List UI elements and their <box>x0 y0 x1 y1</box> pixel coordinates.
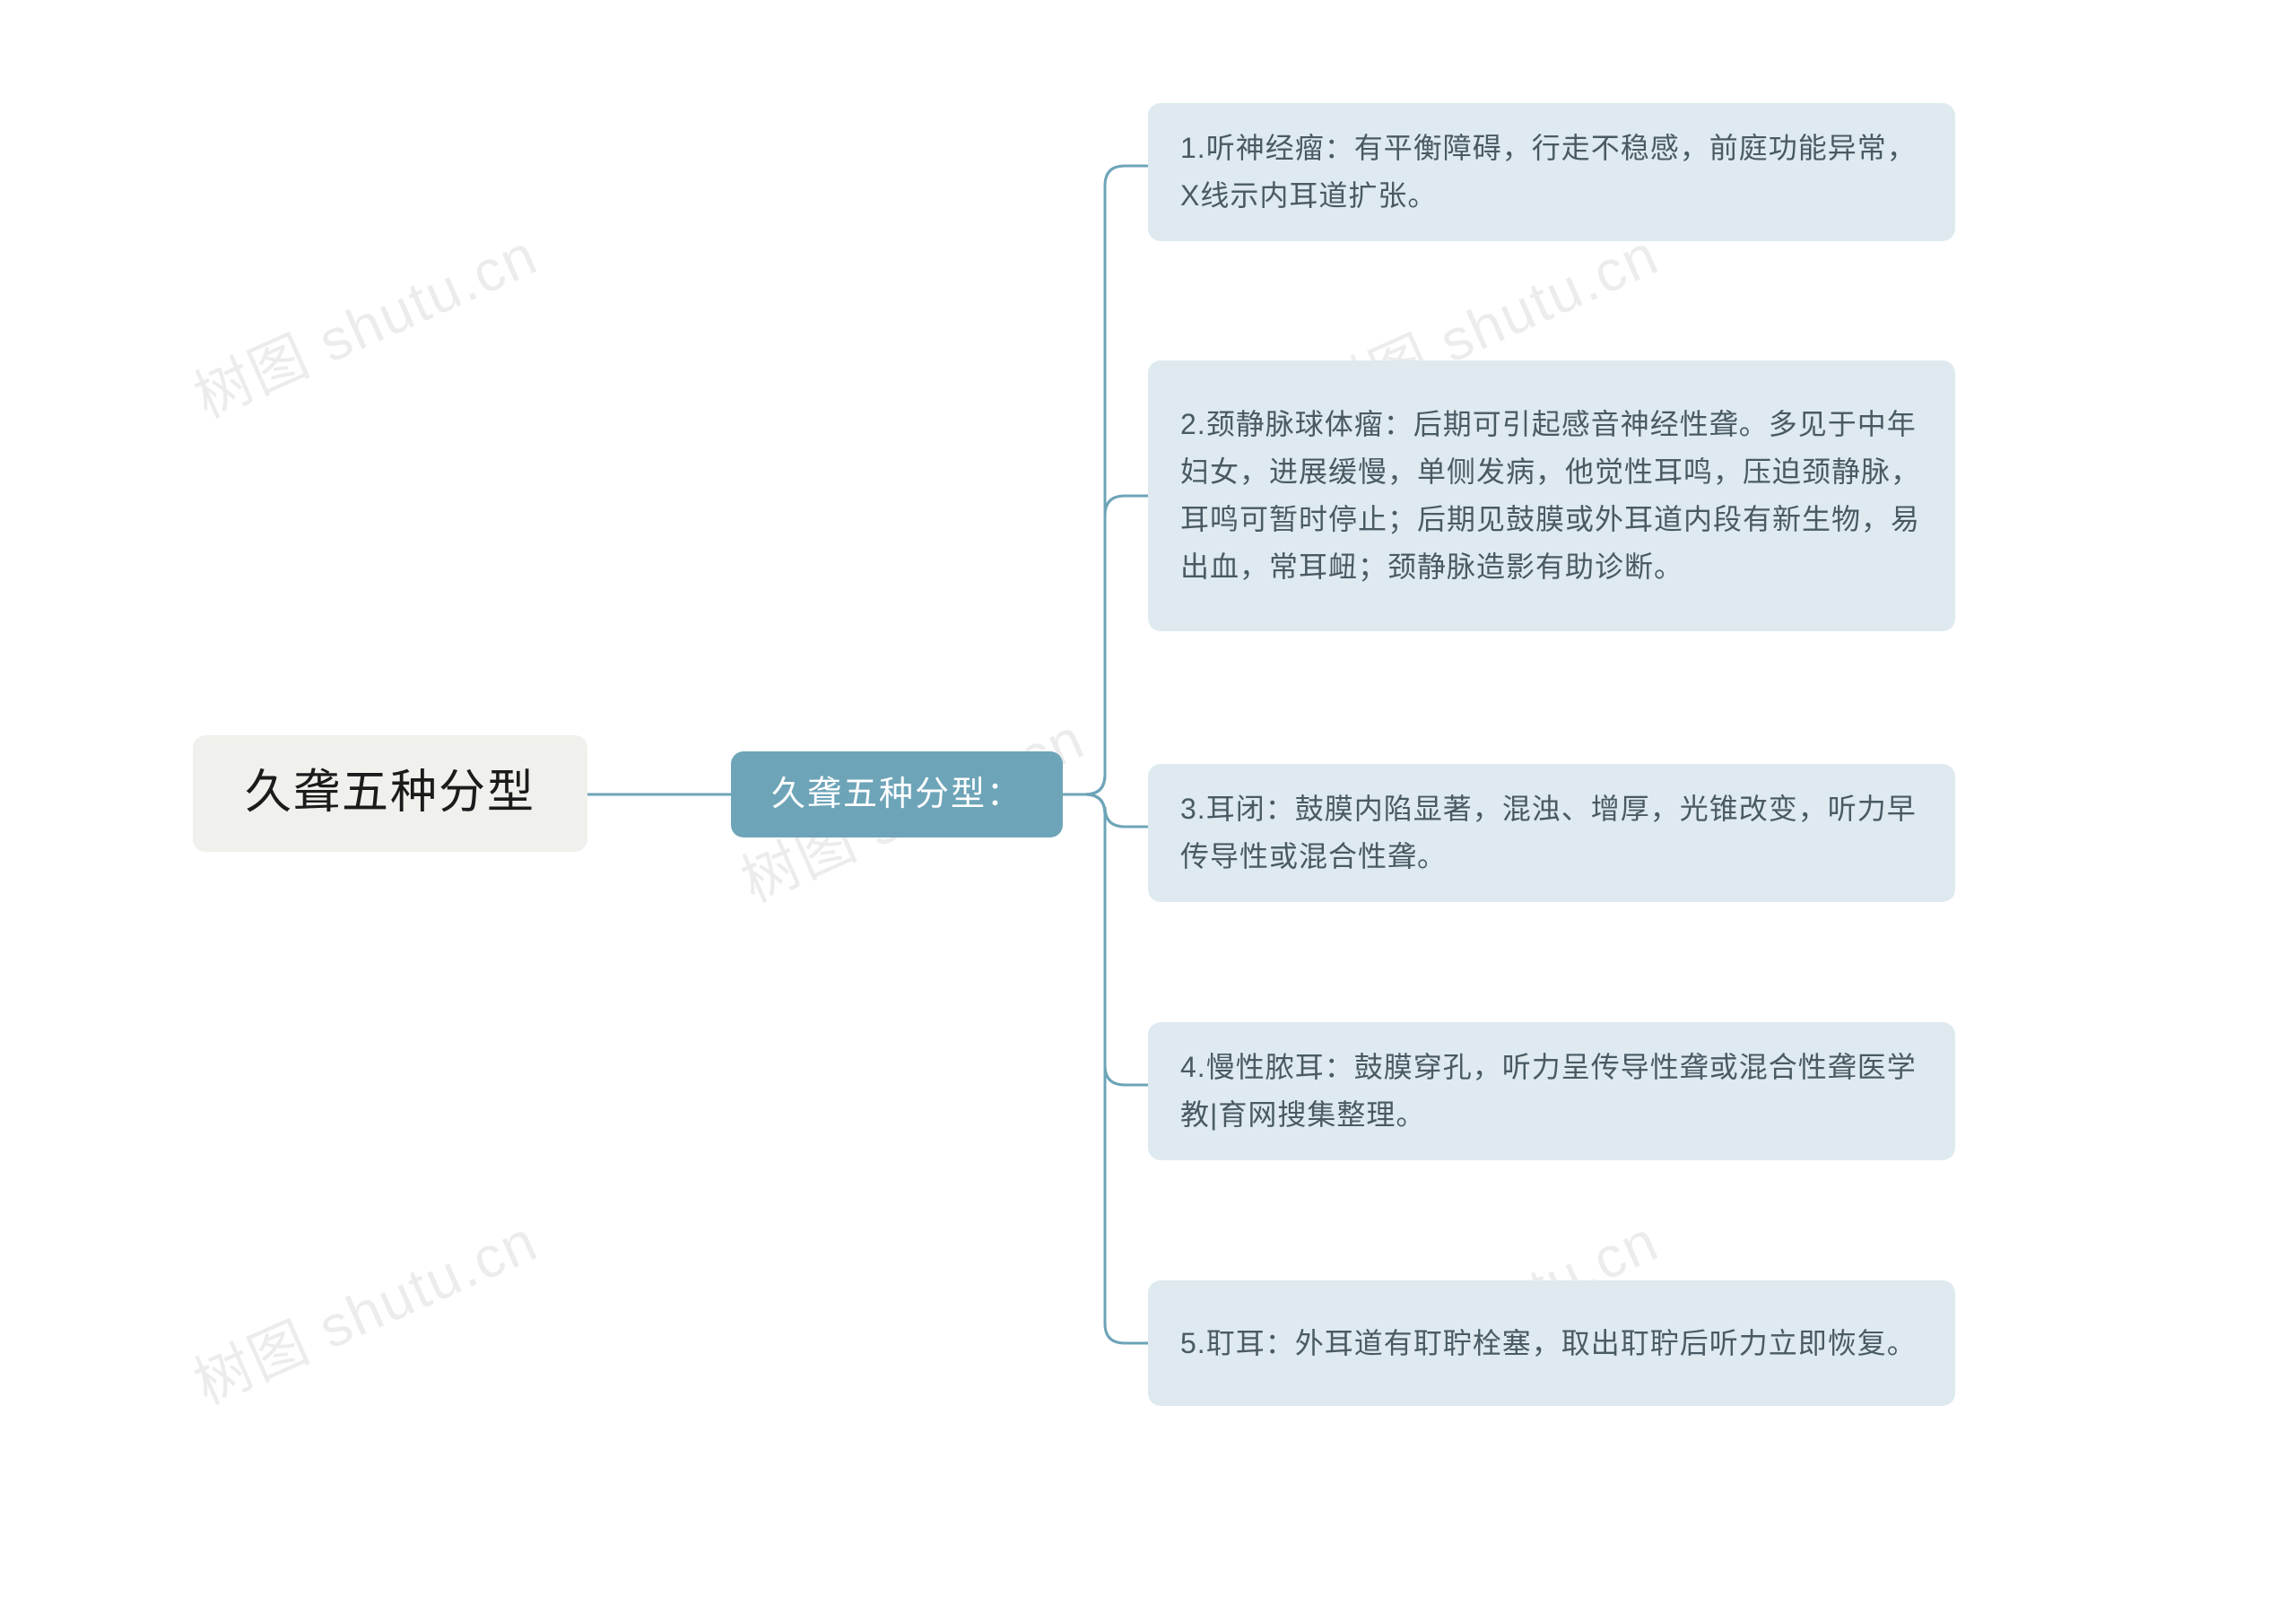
leaf-label: 1.听神经瘤：有平衡障碍，行走不稳感，前庭功能异常，X线示内耳道扩张。 <box>1180 125 1923 220</box>
leaf-label: 2.颈静脉球体瘤：后期可引起感音神经性聋。多见于中年妇女，进展缓慢，单侧发病，他… <box>1180 401 1923 590</box>
root-node[interactable]: 久聋五种分型 <box>193 735 587 852</box>
leaf-label: 3.耳闭：鼓膜内陷显著，混浊、增厚，光锥改变，听力早传导性或混合性聋。 <box>1180 785 1923 881</box>
leaf-node-2[interactable]: 2.颈静脉球体瘤：后期可引起感音神经性聋。多见于中年妇女，进展缓慢，单侧发病，他… <box>1148 360 1955 631</box>
watermark: 树图 shutu.cn <box>179 209 549 434</box>
root-label: 久聋五种分型 <box>245 755 535 832</box>
leaf-node-4[interactable]: 4.慢性脓耳：鼓膜穿孔，听力呈传导性聋或混合性聋医学教|育网搜集整理。 <box>1148 1022 1955 1160</box>
leaf-node-3[interactable]: 3.耳闭：鼓膜内陷显著，混浊、增厚，光锥改变，听力早传导性或混合性聋。 <box>1148 764 1955 902</box>
leaf-node-5[interactable]: 5.耵耳：外耳道有耵聍栓塞，取出耵聍后听力立即恢复。 <box>1148 1280 1955 1406</box>
branch-label: 久聋五种分型： <box>771 767 1022 823</box>
leaf-label: 5.耵耳：外耳道有耵聍栓塞，取出耵聍后听力立即恢复。 <box>1180 1320 1917 1367</box>
branch-node[interactable]: 久聋五种分型： <box>731 751 1063 837</box>
leaf-label: 4.慢性脓耳：鼓膜穿孔，听力呈传导性聋或混合性聋医学教|育网搜集整理。 <box>1180 1044 1923 1139</box>
mindmap-canvas: 树图 shutu.cn 树图 shutu.cn 树图 shutu.cn 树图 s… <box>0 0 2296 1605</box>
watermark: 树图 shutu.cn <box>179 1195 549 1420</box>
leaf-node-1[interactable]: 1.听神经瘤：有平衡障碍，行走不稳感，前庭功能异常，X线示内耳道扩张。 <box>1148 103 1955 241</box>
